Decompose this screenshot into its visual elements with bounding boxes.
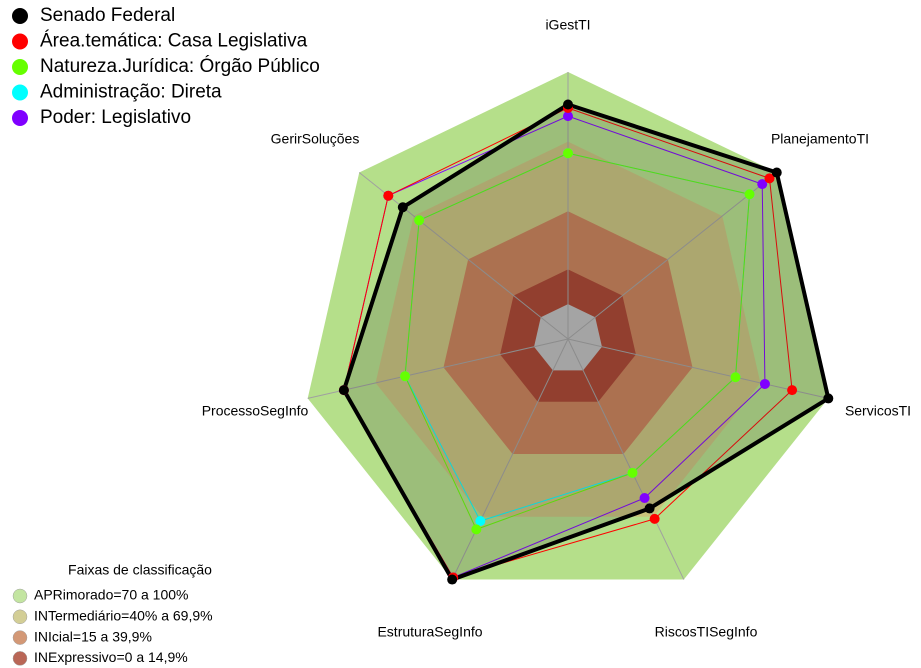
- legend-marker: [12, 8, 28, 24]
- band-marker: [12, 609, 28, 625]
- legend-marker: [12, 84, 28, 101]
- series-line: [341, 102, 831, 582]
- band-marker: [12, 588, 28, 604]
- band-marker: [12, 651, 28, 666]
- spoke: [307, 338, 569, 399]
- axis-label: PlanejamentoTI: [771, 131, 869, 147]
- band-label: INTermediário=40% a 69,9%: [34, 608, 213, 624]
- axis-label: GerirSoluções: [271, 131, 360, 147]
- point: [823, 393, 834, 404]
- legend-marker: [12, 110, 28, 126]
- point: [649, 513, 660, 524]
- legend-label: Área.temática: Casa Legislativa: [40, 31, 308, 52]
- axis-label: ProcessoSegInfo: [202, 403, 309, 419]
- legend-label: Administração: Direta: [40, 82, 222, 103]
- point: [471, 524, 482, 535]
- point: [397, 202, 408, 213]
- point: [563, 148, 573, 159]
- band-label: INExpressivo=0 a 14,9%: [34, 649, 188, 665]
- legend-marker: [12, 59, 28, 75]
- spoke: [567, 338, 685, 580]
- point: [787, 385, 798, 396]
- legend-label: Senado Federal: [40, 5, 175, 26]
- series-line: [343, 107, 793, 578]
- point: [627, 467, 638, 478]
- point: [338, 385, 349, 396]
- point: [744, 189, 755, 200]
- legend-label: Poder: Legislativo: [40, 107, 191, 128]
- point: [475, 515, 486, 526]
- band-marker: [12, 630, 28, 645]
- point: [730, 372, 741, 383]
- legend-label: Natureza.Jurídica: Órgão Público: [40, 55, 320, 77]
- point: [400, 371, 411, 382]
- point: [414, 215, 425, 226]
- point: [644, 503, 655, 514]
- legend-marker: [12, 33, 28, 50]
- band-label: INIcial=15 a 39,9%: [34, 628, 152, 644]
- axis-label: EstruturaSegInfo: [377, 624, 482, 640]
- spoke: [451, 338, 569, 580]
- band-label: APRimorado=70 a 100%: [34, 587, 189, 603]
- point: [771, 167, 782, 178]
- point: [757, 179, 768, 190]
- series-line: [404, 152, 751, 530]
- point: [759, 378, 770, 389]
- axis-label: ServicosTI: [845, 403, 911, 419]
- point: [764, 173, 775, 184]
- point: [563, 99, 573, 110]
- point: [639, 492, 650, 503]
- point: [447, 574, 458, 585]
- point: [383, 190, 394, 201]
- spoke: [358, 172, 569, 340]
- axis-label: RiscosTISegInfo: [655, 624, 758, 640]
- spoke: [567, 338, 829, 399]
- axis-label: iGestTI: [545, 17, 590, 33]
- bands-title: Faixas de classificação: [68, 562, 212, 578]
- point: [563, 111, 573, 122]
- spoke: [567, 172, 778, 340]
